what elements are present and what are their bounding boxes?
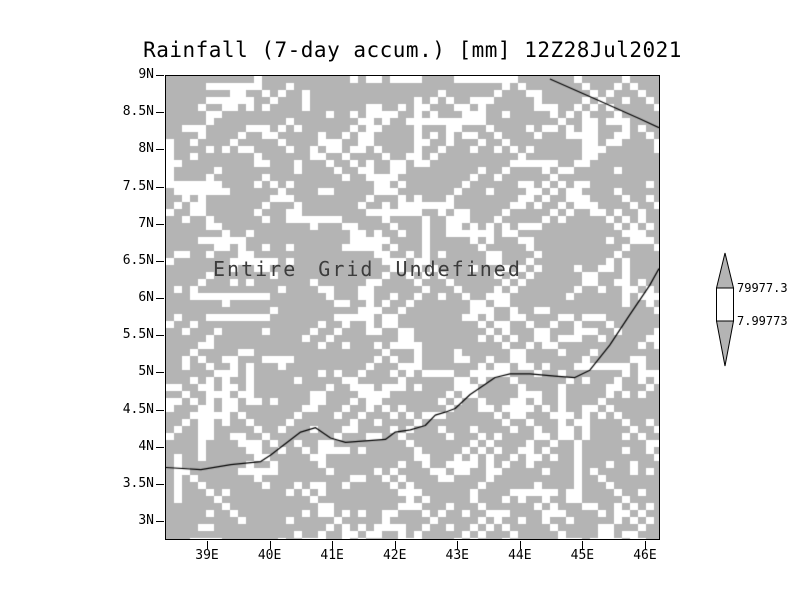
y-tick-label: 7N bbox=[138, 215, 154, 231]
y-tick-label: 6N bbox=[138, 290, 154, 306]
y-tick-mark bbox=[156, 335, 164, 337]
y-tick-label: 7.5N bbox=[122, 178, 154, 194]
y-tick-label: 8N bbox=[138, 141, 154, 157]
x-tick-label: 42E bbox=[382, 548, 407, 563]
y-tick-mark bbox=[156, 149, 164, 151]
colorbar-arrow-down bbox=[716, 320, 735, 367]
x-tick-mark bbox=[394, 541, 396, 549]
y-tick-label: 6.5N bbox=[122, 252, 154, 268]
y-tick-label: 9N bbox=[138, 67, 154, 82]
y-tick-label: 8.5N bbox=[122, 104, 154, 120]
chart-title: Rainfall (7-day accum.) [mm] 12Z28Jul202… bbox=[143, 38, 682, 62]
y-tick-mark bbox=[156, 186, 164, 188]
y-tick-mark bbox=[156, 483, 164, 485]
colorbar bbox=[716, 252, 735, 367]
y-tick-mark bbox=[156, 521, 164, 523]
y-tick-label: 3.5N bbox=[122, 475, 154, 491]
x-tick-label: 44E bbox=[508, 548, 532, 563]
y-tick-mark bbox=[156, 260, 164, 262]
y-tick-mark bbox=[156, 298, 164, 300]
y-tick-label: 4N bbox=[138, 438, 154, 454]
x-tick-mark bbox=[332, 541, 334, 549]
colorbar-label-max: 79977.3 bbox=[737, 281, 788, 295]
x-tick-mark bbox=[207, 541, 208, 549]
y-tick-label: 3N bbox=[138, 513, 154, 529]
y-tick-mark bbox=[156, 75, 164, 76]
x-tick-label: 40E bbox=[257, 548, 282, 563]
colorbar-label-min: 7.99773 bbox=[737, 314, 788, 328]
x-tick-label: 43E bbox=[445, 548, 469, 563]
x-tick-mark bbox=[457, 541, 459, 549]
y-tick-mark bbox=[156, 223, 164, 225]
x-tick-mark bbox=[644, 541, 646, 549]
plot-canvas bbox=[166, 76, 659, 539]
map-plot-area bbox=[165, 75, 660, 540]
y-tick-mark bbox=[156, 446, 164, 448]
x-tick-mark bbox=[582, 541, 584, 549]
y-tick-label: 5.5N bbox=[122, 327, 154, 343]
y-tick-mark bbox=[156, 372, 164, 374]
x-tick-label: 45E bbox=[570, 548, 595, 563]
y-tick-label: 5N bbox=[138, 364, 154, 380]
x-tick-mark bbox=[519, 541, 521, 549]
colorbar-arrow-up bbox=[716, 252, 735, 289]
x-tick-label: 39E bbox=[195, 548, 219, 563]
y-tick-label: 4.5N bbox=[122, 401, 154, 417]
colorbar-band-white bbox=[716, 287, 734, 322]
y-tick-mark bbox=[156, 409, 164, 411]
x-tick-mark bbox=[269, 541, 271, 549]
grid-undefined-message: Entire Grid Undefined bbox=[213, 257, 522, 281]
y-tick-mark bbox=[156, 112, 164, 114]
x-tick-label: 41E bbox=[320, 548, 344, 563]
x-tick-label: 46E bbox=[633, 548, 657, 563]
